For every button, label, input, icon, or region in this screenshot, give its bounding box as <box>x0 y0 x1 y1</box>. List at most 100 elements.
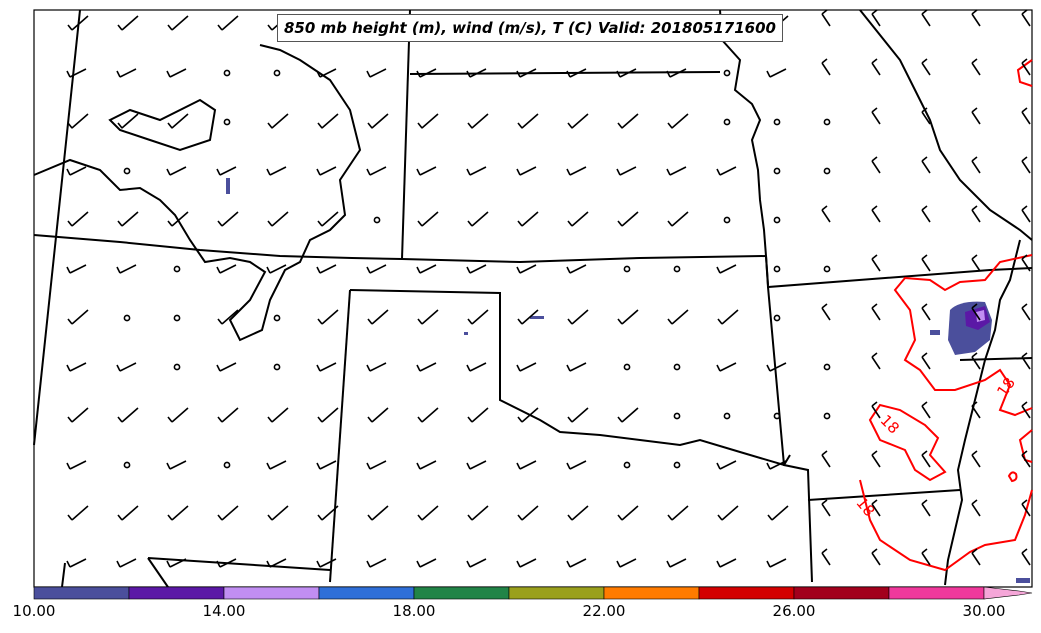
wind-barb <box>871 548 881 566</box>
calm-wind-marker <box>623 461 631 469</box>
wind-barb <box>821 499 831 517</box>
wind-barb <box>316 264 337 274</box>
wind-barb <box>871 303 881 321</box>
wind-barb <box>516 558 537 568</box>
colorbar-tick-label: 26.00 <box>772 602 816 620</box>
wind-barb <box>921 499 931 517</box>
wind-barb <box>716 264 737 274</box>
wind-barb <box>566 68 587 78</box>
wind-barb <box>871 156 881 174</box>
shaded-region-high <box>976 310 985 322</box>
wind-barb <box>466 362 487 372</box>
wind-barb <box>217 309 239 325</box>
wind-barb <box>366 460 387 470</box>
wind-barb <box>467 407 489 423</box>
wind-barb <box>971 352 981 370</box>
wind-barb <box>267 211 289 227</box>
wind-barb <box>667 211 689 227</box>
calm-wind-marker <box>173 363 181 371</box>
wind-barb <box>66 68 87 78</box>
wind-barb <box>766 362 787 372</box>
wind-barb <box>766 460 787 470</box>
calm-wind-marker <box>123 461 131 469</box>
wind-barb <box>1021 401 1031 419</box>
shaded-speck-5 <box>464 332 468 335</box>
wind-barb <box>567 211 589 227</box>
wind-barb <box>921 205 931 223</box>
wind-barb <box>567 505 589 521</box>
wind-barb <box>467 211 489 227</box>
colorbar-segment <box>888 586 985 600</box>
wind-barb <box>366 264 387 274</box>
wind-barb <box>566 166 587 176</box>
wind-barb <box>66 558 87 568</box>
wind-barb <box>1021 254 1031 272</box>
wind-barb <box>416 460 437 470</box>
wind-barb <box>667 505 689 521</box>
wind-barb <box>167 15 189 31</box>
wind-barb <box>67 211 89 227</box>
wind-barb <box>417 407 439 423</box>
temperature-contours <box>859 59 1033 572</box>
wind-barb <box>716 362 737 372</box>
wind-barb <box>871 499 881 517</box>
wind-barb <box>466 558 487 568</box>
wind-barb <box>316 460 337 470</box>
wind-barb <box>266 264 287 274</box>
calm-wind-marker <box>173 314 181 322</box>
wind-barb <box>1021 156 1031 174</box>
wind-barb <box>717 505 739 521</box>
wind-barb <box>66 166 87 176</box>
wind-barb <box>871 352 881 370</box>
wind-barb <box>217 211 239 227</box>
wind-barb <box>417 505 439 521</box>
wind-barb <box>717 309 739 325</box>
wind-barb <box>616 68 637 78</box>
wind-barb <box>417 309 439 325</box>
wind-barb <box>1021 9 1031 27</box>
calm-wind-marker <box>673 265 681 273</box>
wind-barb <box>1021 450 1031 468</box>
colorbar-segment <box>413 586 510 600</box>
colorbar-tick-label: 10.00 <box>12 602 56 620</box>
calm-wind-marker <box>773 118 781 126</box>
wind-barb <box>417 211 439 227</box>
wind-barb <box>921 303 931 321</box>
wind-barb <box>366 166 387 176</box>
wind-barb <box>871 450 881 468</box>
wind-barb <box>117 113 139 129</box>
wind-barb <box>971 548 981 566</box>
wind-barb <box>217 407 239 423</box>
wind-barb <box>367 309 389 325</box>
wind-barb <box>971 450 981 468</box>
shaded-speck-1 <box>930 330 940 335</box>
colorbar <box>33 586 1033 600</box>
wind-barb <box>416 558 437 568</box>
wind-barb <box>766 558 787 568</box>
colorbar-segment <box>793 586 890 600</box>
wind-barb <box>1021 107 1031 125</box>
wind-barb <box>167 407 189 423</box>
wind-barb <box>366 362 387 372</box>
map-title: 850 mb height (m), wind (m/s), T (C) Val… <box>277 14 783 42</box>
wind-barb <box>1021 548 1031 566</box>
calm-wind-marker <box>773 314 781 322</box>
wind-barb <box>971 107 981 125</box>
wind-barb <box>821 450 831 468</box>
wind-barb <box>517 505 539 521</box>
wind-barb <box>971 254 981 272</box>
calm-wind-marker <box>273 69 281 77</box>
wind-barb <box>266 460 287 470</box>
calm-wind-marker <box>723 412 731 420</box>
wind-barb <box>971 156 981 174</box>
wind-barb <box>971 9 981 27</box>
wind-barb <box>167 113 189 129</box>
terrain-contour <box>33 44 362 342</box>
wind-barb <box>67 15 89 31</box>
wind-barb <box>716 558 737 568</box>
wind-barb <box>116 264 137 274</box>
wind-barb <box>166 68 187 78</box>
wind-barb <box>467 113 489 129</box>
wind-barb <box>117 211 139 227</box>
wind-barb <box>617 113 639 129</box>
